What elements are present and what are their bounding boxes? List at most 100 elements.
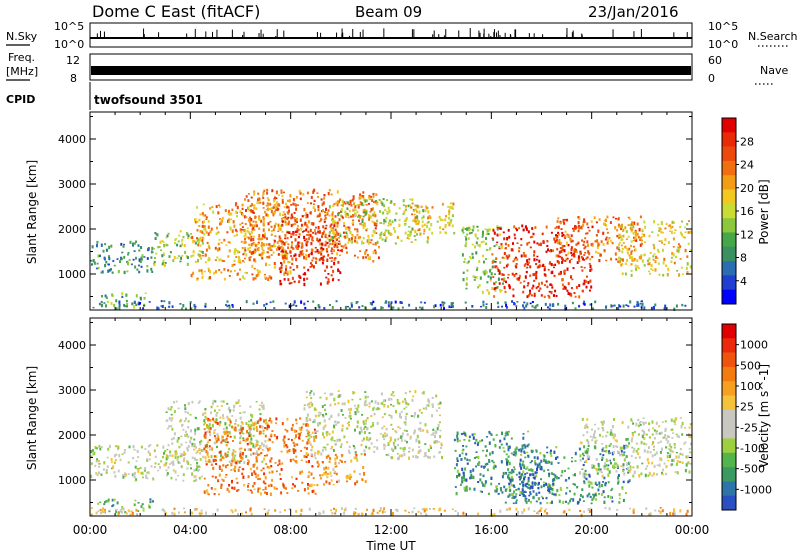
range-cell bbox=[303, 455, 306, 458]
range-cell bbox=[360, 512, 363, 516]
range-cell bbox=[268, 208, 271, 211]
range-cell bbox=[358, 473, 361, 476]
range-cell bbox=[630, 263, 633, 266]
range-cell bbox=[361, 202, 364, 206]
range-cell bbox=[565, 500, 567, 503]
range-cell bbox=[354, 212, 356, 215]
range-cell bbox=[154, 455, 157, 458]
range-cell bbox=[96, 262, 99, 265]
range-cell bbox=[485, 271, 488, 275]
range-cell bbox=[564, 218, 567, 221]
range-cell bbox=[477, 229, 480, 232]
range-cell bbox=[626, 467, 629, 469]
range-cell bbox=[372, 195, 375, 198]
range-cell bbox=[578, 447, 581, 451]
range-cell bbox=[485, 303, 488, 305]
range-cell bbox=[561, 234, 564, 237]
range-cell bbox=[266, 188, 269, 192]
range-cell bbox=[124, 472, 126, 475]
range-cell bbox=[185, 417, 188, 421]
range-cell bbox=[510, 437, 513, 440]
range-cell bbox=[276, 201, 278, 204]
range-cell bbox=[548, 290, 551, 293]
range-cell bbox=[218, 423, 221, 427]
range-cell bbox=[329, 243, 332, 245]
range-cell bbox=[178, 511, 180, 514]
range-cell bbox=[366, 437, 369, 440]
range-cell bbox=[364, 401, 367, 403]
range-cell bbox=[337, 390, 340, 392]
range-cell bbox=[242, 411, 245, 414]
range-cell bbox=[415, 233, 418, 236]
range-cell bbox=[452, 202, 455, 206]
range-cell bbox=[106, 456, 109, 459]
range-cell bbox=[512, 493, 515, 497]
range-cell bbox=[605, 224, 608, 227]
range-cell bbox=[329, 415, 332, 418]
range-cell bbox=[526, 259, 529, 263]
range-cell bbox=[559, 486, 562, 490]
range-cell bbox=[403, 450, 406, 453]
range-cell bbox=[283, 486, 286, 489]
range-cell bbox=[583, 481, 586, 485]
range-cell bbox=[586, 456, 589, 458]
range-cell bbox=[572, 483, 575, 485]
range-cell bbox=[113, 264, 116, 267]
range-cell bbox=[238, 428, 241, 432]
range-cell bbox=[237, 399, 240, 402]
range-cell bbox=[241, 207, 244, 210]
range-cell bbox=[132, 305, 135, 309]
range-cell bbox=[507, 244, 510, 247]
range-cell bbox=[547, 306, 549, 309]
range-cell bbox=[280, 224, 282, 228]
range-cell bbox=[421, 508, 424, 511]
range-cell bbox=[234, 426, 237, 429]
range-cell bbox=[246, 437, 249, 441]
range-cell bbox=[250, 218, 253, 222]
range-cell bbox=[250, 424, 253, 428]
range-cell bbox=[138, 264, 140, 267]
range-cell bbox=[342, 245, 345, 249]
range-cell bbox=[386, 199, 389, 202]
range-cell bbox=[620, 235, 622, 238]
range-cell bbox=[150, 256, 153, 259]
range-cell bbox=[569, 490, 571, 493]
range-cell bbox=[532, 490, 535, 493]
range-cell bbox=[295, 455, 298, 458]
range-cell bbox=[281, 194, 284, 197]
range-cell bbox=[579, 251, 582, 255]
range-cell bbox=[362, 215, 365, 218]
range-cell bbox=[545, 280, 548, 283]
range-cell bbox=[622, 469, 625, 473]
range-cell bbox=[248, 220, 251, 224]
range-cell bbox=[255, 425, 258, 429]
range-cell bbox=[206, 430, 209, 433]
range-cell bbox=[513, 486, 516, 488]
range-cell bbox=[247, 485, 249, 488]
range-cell bbox=[396, 235, 399, 239]
range-cell bbox=[208, 448, 211, 451]
range-cell bbox=[147, 247, 150, 251]
range-cell bbox=[552, 264, 555, 266]
range-cell bbox=[310, 222, 313, 226]
range-cell bbox=[635, 422, 638, 427]
range-cell bbox=[321, 461, 324, 464]
range-cell bbox=[416, 210, 419, 213]
range-cell bbox=[193, 445, 196, 448]
range-cell bbox=[522, 290, 525, 294]
range-cell bbox=[646, 450, 649, 454]
range-cell bbox=[643, 253, 646, 256]
range-cell bbox=[240, 460, 243, 462]
range-cell bbox=[481, 481, 483, 484]
range-cell bbox=[372, 307, 375, 310]
range-cell bbox=[562, 500, 565, 504]
range-cell bbox=[354, 228, 356, 231]
range-cell bbox=[293, 212, 296, 214]
range-cell bbox=[387, 397, 390, 401]
range-cell bbox=[418, 228, 421, 231]
range-cell bbox=[246, 227, 249, 229]
range-cell bbox=[413, 429, 416, 433]
range-cell bbox=[291, 428, 294, 431]
range-cell bbox=[309, 233, 312, 238]
range-cell bbox=[365, 403, 368, 407]
